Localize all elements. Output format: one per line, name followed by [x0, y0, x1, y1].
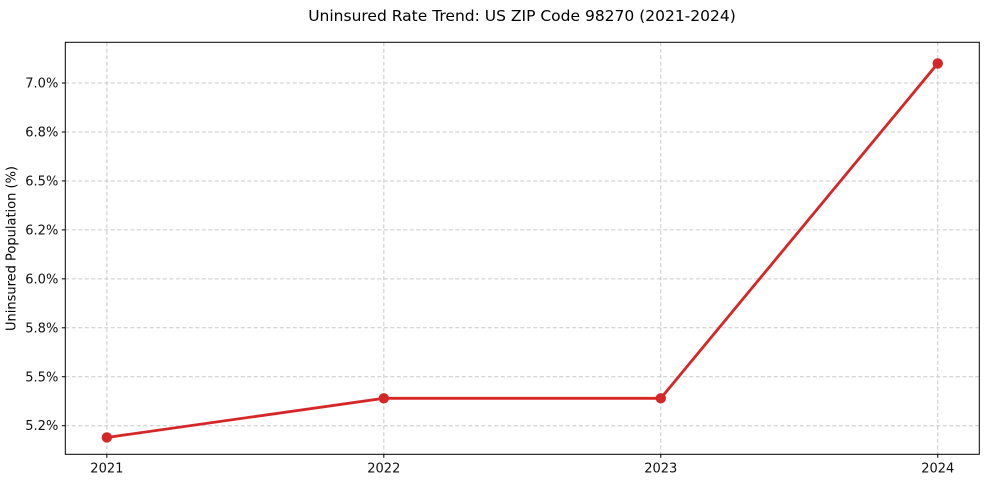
data-point-marker — [932, 58, 943, 69]
trend-line — [105, 62, 940, 439]
y-tick-label: 6.5% — [25, 174, 58, 189]
y-tick-label: 6.8% — [25, 125, 58, 140]
y-tick-label: 6.2% — [25, 223, 58, 238]
x-tick-label: 2023 — [644, 461, 677, 476]
x-tick-label: 2022 — [367, 461, 400, 476]
x-tick-label: 2021 — [90, 461, 123, 476]
data-point-marker — [655, 393, 666, 404]
y-tick-label: 7.0% — [25, 77, 58, 92]
y-tick-label: 5.5% — [25, 370, 58, 385]
y-tick-label: 5.2% — [25, 419, 58, 434]
y-tick-label: 6.0% — [25, 272, 58, 287]
data-point-marker — [378, 393, 390, 404]
data-point-marker — [101, 432, 113, 443]
y-tick-label: 5.8% — [25, 321, 58, 336]
x-tick-label: 2024 — [921, 461, 954, 476]
plot-border — [64, 41, 980, 455]
chart-title: Uninsured Rate Trend: US ZIP Code 98270 … — [308, 7, 736, 25]
